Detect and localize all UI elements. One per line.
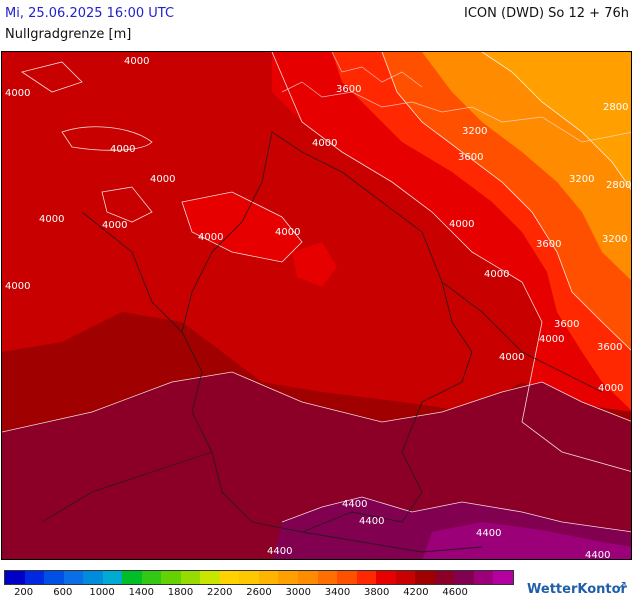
border-south [41,451,213,523]
legend-swatch [200,571,220,584]
contour-label: 4000 [124,56,149,67]
legend-swatch [122,571,142,584]
legend-swatch [24,571,45,584]
logo-arrow-icon: ↗ [617,578,628,592]
color-scale-labels: 200 600 1000 1400 1800 2200 2600 3000 3400 3800 42… [4,587,514,599]
contour-label: 4000 [275,227,300,238]
legend-swatch [337,571,357,584]
border-west [81,211,183,333]
contour-label: 2800 [603,102,628,113]
contour-label: 4400 [342,499,367,510]
contour-label: 4000 [150,174,175,185]
legend-label: 3800 [363,587,390,598]
contour-label: 4000 [312,138,337,149]
legend-swatch [473,571,494,584]
contour-1 [271,52,631,472]
contour-label: 4000 [5,88,30,99]
legend-swatch [415,571,435,584]
legend-swatch [219,571,240,584]
contour-label: 4000 [499,352,524,363]
contour-3 [481,52,631,190]
contour-7 [181,191,303,263]
contour-label: 3600 [536,239,561,250]
border-alps [301,531,483,553]
field-patch-2 [292,242,337,287]
contour-9 [21,61,83,93]
contour-6 [61,126,153,151]
parameter-title: Nullgradgrenze [m] [5,27,132,42]
legend-label: 1400 [128,587,155,598]
legend-label: 4200 [403,587,429,598]
legend-swatch [5,571,25,584]
legend-label: 1800 [167,587,194,598]
freezing-level-map: 4000 4000 4000 4000 4000 4000 4000 4000 … [1,51,632,560]
legend-label: 4600 [442,587,468,598]
legend-swatch [180,571,201,584]
color-scale-legend [4,570,514,585]
contour-label: 3600 [554,319,579,330]
contour-5 [281,496,631,533]
legend-label: 200 [14,587,34,598]
legend-label: 1000 [89,587,115,598]
contour-label: 4000 [539,334,564,345]
legend-swatch [161,571,181,584]
border-germany [181,131,473,533]
legend-swatch [102,571,123,584]
contour-8 [101,186,153,223]
contour-label: 4000 [110,144,135,155]
legend-swatch [317,571,338,584]
contour-label: 3600 [458,152,483,163]
contour-label: 4000 [449,219,474,230]
contour-label: 3600 [336,84,361,95]
field-2400 [482,52,631,190]
legend-swatch [278,571,298,584]
legend-swatch [493,571,513,584]
coast-baltic [331,52,423,88]
legend-swatch [376,571,396,584]
contour-label: 3600 [597,342,622,353]
contour-label: 4400 [476,528,501,539]
contour-label: 3200 [569,174,594,185]
contour-label: 4000 [198,232,223,243]
contour-label: 4000 [484,269,509,280]
forecast-datetime: Mi, 25.06.2025 16:00 UTC [5,6,175,21]
contour-label: 4400 [585,550,610,560]
coast-north [281,81,631,143]
contour-label: 4000 [102,220,127,231]
legend-label: 3000 [285,587,311,598]
contour-label: 3200 [602,234,627,245]
contour-label: 4000 [39,214,64,225]
legend-label: 2200 [207,587,233,598]
legend-label: 2600 [246,587,272,598]
contour-label: 4400 [267,546,292,557]
legend-swatch [454,571,474,584]
model-run-label: ICON (DWD) So 12 + 76h [464,6,629,21]
legend-swatch [239,571,259,584]
legend-swatch [63,571,84,584]
contour-label: 4000 [598,383,623,394]
field-patch-1 [182,192,302,262]
contour-2 [381,52,631,351]
legend-swatch [44,571,64,584]
legend-label: 600 [53,587,73,598]
border-east [441,281,603,393]
contour-label: 4400 [359,516,384,527]
contour-label: 2800 [606,180,631,191]
legend-swatch [141,571,162,584]
contour-label: 3200 [462,126,487,137]
wetterkontor-logo: WetterKontor [527,582,627,597]
legend-swatch [356,571,377,584]
contour-4 [2,371,631,433]
legend-swatch [297,571,318,584]
field-4800 [422,522,631,559]
field-4000-west [2,52,272,352]
legend-swatch [83,571,103,584]
legend-label: 3400 [324,587,351,598]
legend-swatch [258,571,279,584]
legend-swatch [434,571,455,584]
contour-label: 4000 [5,281,30,292]
legend-swatch [395,571,416,584]
